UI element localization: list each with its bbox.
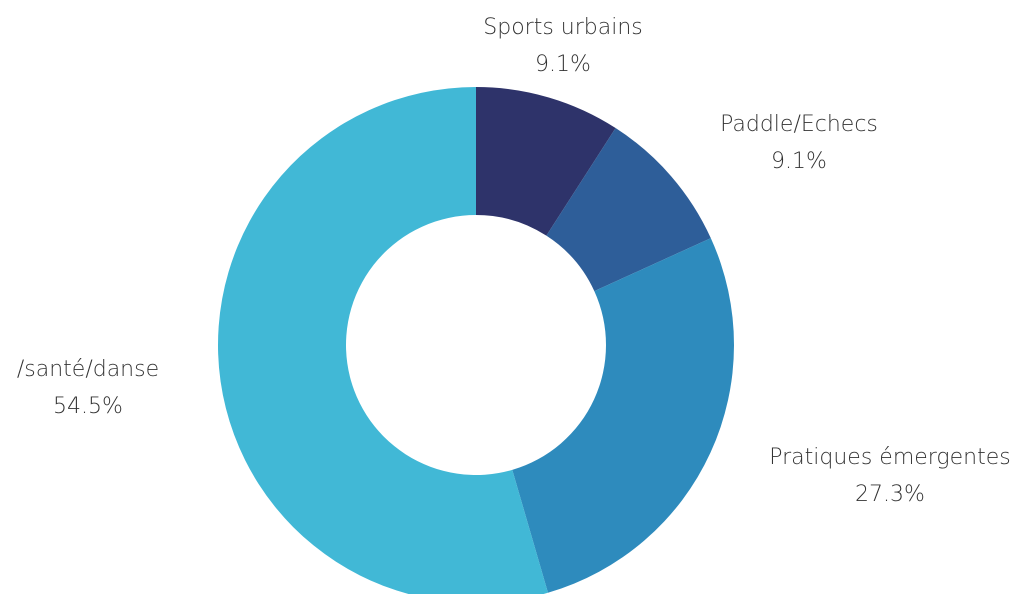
segment-value-label: 27.3% bbox=[855, 482, 925, 507]
donut-segment bbox=[476, 87, 616, 236]
segment-value-label: 9.1% bbox=[771, 149, 827, 174]
donut-segment bbox=[546, 128, 711, 292]
segment-value-label: 54.5% bbox=[53, 394, 123, 419]
segment-value-label: 9.1% bbox=[535, 52, 591, 77]
donut-segment bbox=[512, 238, 734, 593]
segment-label: Paddle/Echecs bbox=[720, 112, 878, 137]
donut-segment bbox=[218, 87, 548, 594]
segment-label: Pratiques émergentes bbox=[769, 445, 1011, 470]
segment-label: /santé/danse bbox=[17, 357, 159, 382]
segment-label: Sports urbains bbox=[483, 15, 642, 40]
